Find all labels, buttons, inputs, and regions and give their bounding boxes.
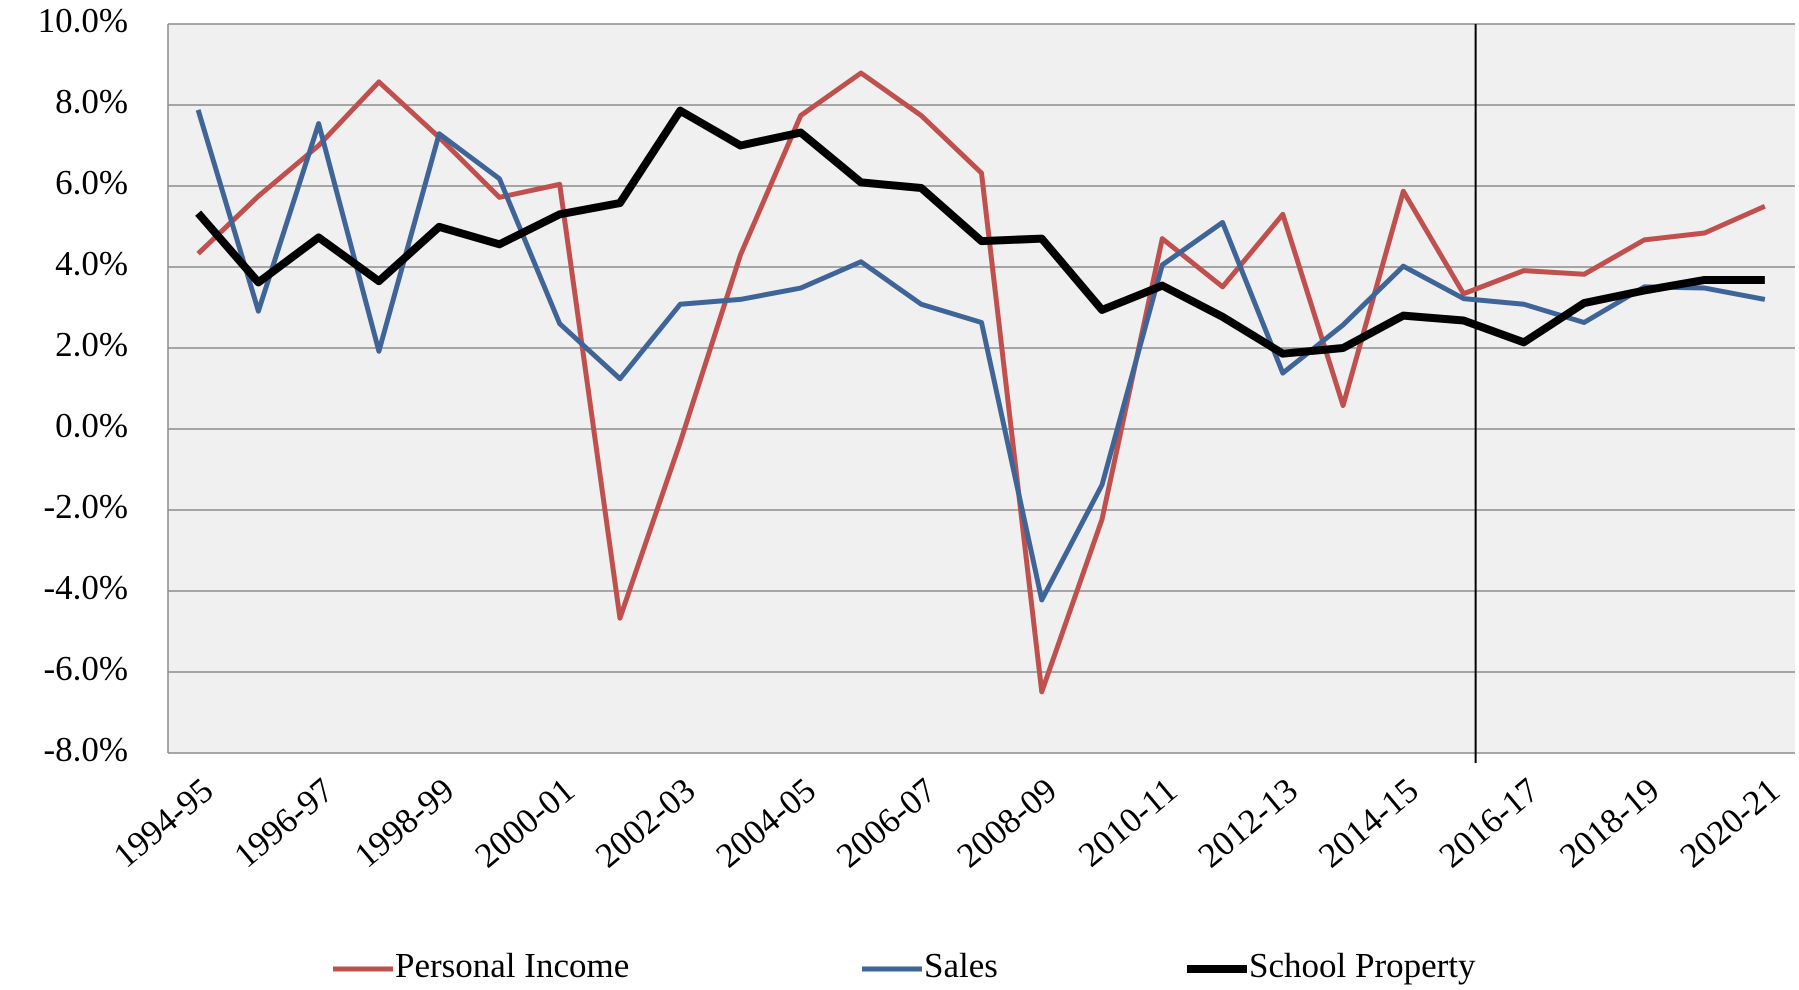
y-tick-label: 2.0%	[55, 325, 128, 364]
plot-area	[168, 24, 1795, 753]
x-tick-label: 2016-17	[1432, 770, 1546, 875]
x-tick-label: 2008-09	[950, 770, 1064, 875]
legend-label: Personal Income	[395, 946, 629, 985]
x-tick-label: 2000-01	[468, 770, 582, 875]
y-tick-label: -4.0%	[43, 568, 128, 607]
legend-label: School Property	[1249, 946, 1476, 985]
y-tick-label: 10.0%	[38, 1, 128, 40]
x-tick-label: 1996-97	[227, 770, 341, 875]
y-tick-label: 4.0%	[55, 244, 128, 283]
y-tick-label: 6.0%	[55, 163, 128, 202]
series-line	[195, 106, 1765, 358]
series-line	[196, 70, 1766, 695]
x-tick-label: 1998-99	[347, 770, 461, 875]
x-tick-label: 2006-07	[829, 770, 943, 875]
x-tick-label: 1994-95	[106, 770, 220, 875]
x-tick-label: 2012-13	[1191, 770, 1305, 875]
y-tick-label: -8.0%	[43, 730, 128, 769]
x-tick-label: 2004-05	[709, 770, 823, 875]
x-tick-label: 2010-11	[1071, 770, 1184, 874]
x-tick-label: 2018-19	[1552, 770, 1666, 875]
x-tick-label: 2020-21	[1673, 770, 1787, 875]
x-tick-label: 2002-03	[588, 770, 702, 875]
y-tick-label: 8.0%	[55, 82, 128, 121]
y-tick-label: -2.0%	[43, 487, 128, 526]
legend-label: Sales	[924, 946, 998, 985]
x-tick-label: 2014-15	[1311, 770, 1425, 875]
y-tick-label: 0.0%	[55, 406, 128, 445]
series-line	[195, 109, 1766, 603]
y-tick-label: -6.0%	[43, 649, 128, 688]
